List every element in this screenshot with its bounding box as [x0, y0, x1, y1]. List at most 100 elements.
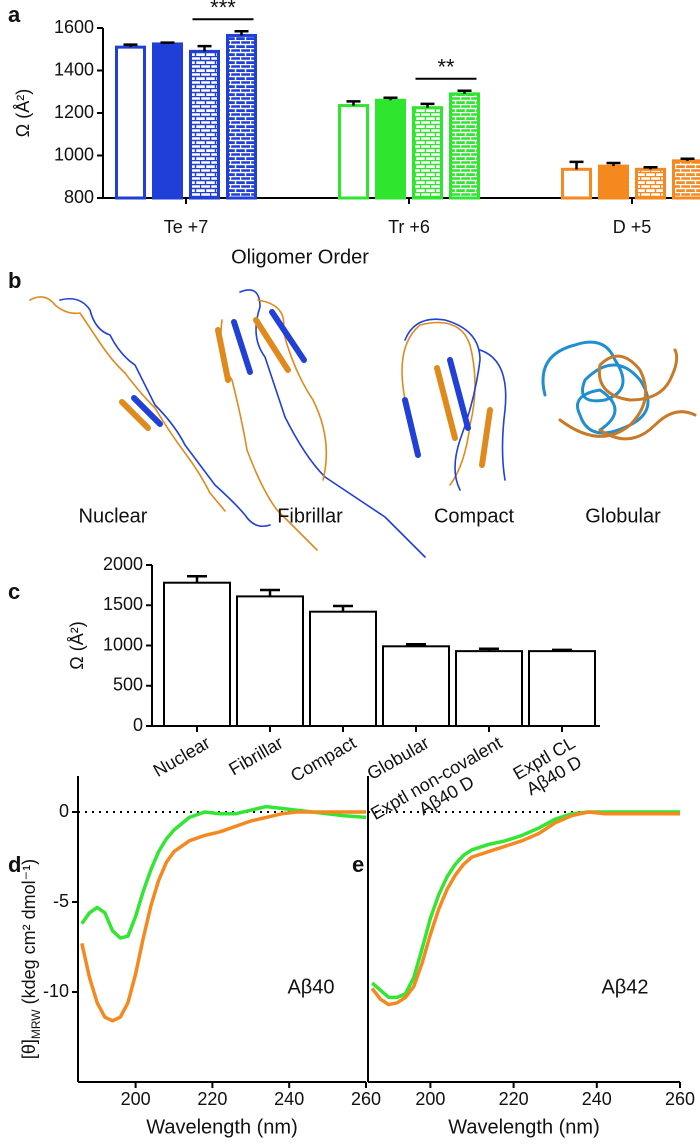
x-tick-label: Fibrillar — [225, 732, 286, 779]
x-tick-label: 220 — [197, 1089, 227, 1109]
compact-structure — [401, 318, 507, 491]
bar — [635, 167, 666, 200]
y-axis-label-part: (kdeg cm² dmol⁻¹) — [19, 859, 39, 1010]
error-bar — [346, 100, 361, 106]
bar — [226, 33, 257, 200]
x-tick-label: 200 — [415, 1089, 445, 1109]
error-bar — [569, 160, 584, 170]
bar — [455, 650, 523, 728]
y-tick-label: -5 — [53, 891, 69, 911]
bar — [561, 167, 592, 200]
panel-label: e — [352, 852, 364, 877]
error-bar — [606, 161, 621, 167]
bar — [236, 595, 304, 728]
bar — [528, 650, 596, 728]
error-bar — [479, 647, 499, 652]
x-tick-label: 200 — [121, 1089, 151, 1109]
y-tick-label: 1000 — [54, 144, 94, 164]
y-axis-label: Ω (Å²) — [13, 89, 33, 137]
panel-label: d — [8, 852, 21, 877]
error-bar — [552, 648, 572, 652]
y-axis-label: Ω (Å²) — [67, 621, 87, 669]
bar — [338, 104, 369, 200]
error-bar — [234, 29, 249, 36]
error-bar — [260, 588, 280, 597]
x-tick-label: Te +7 — [164, 217, 209, 237]
panel-label: b — [8, 268, 21, 293]
y-tick-label: 1400 — [54, 59, 94, 79]
y-tick-label: 1200 — [54, 102, 94, 122]
line-series — [80, 810, 366, 1023]
bar — [382, 645, 450, 727]
error-bar — [123, 43, 138, 48]
bar — [449, 92, 480, 200]
error-bar — [406, 643, 426, 647]
y-tick-label: 1000 — [103, 634, 143, 654]
bar — [115, 45, 146, 200]
bar — [189, 49, 220, 200]
error-bar — [420, 102, 435, 108]
significance-label: ** — [437, 55, 455, 80]
line-series — [80, 804, 367, 940]
x-axis-label: Oligomer Order — [231, 246, 369, 268]
x-tick-label: Tr +6 — [388, 217, 430, 237]
bar — [412, 106, 443, 200]
error-bar — [187, 575, 207, 583]
annotation: Aβ42 — [601, 976, 648, 998]
error-bar — [160, 41, 175, 44]
error-bar — [457, 89, 472, 94]
structure-label: Nuclear — [79, 505, 148, 527]
bar — [309, 610, 377, 727]
x-tick-label: 260 — [665, 1089, 695, 1109]
line-series — [370, 810, 680, 1007]
x-tick-label: 240 — [274, 1089, 304, 1109]
nuclear-structure — [29, 296, 271, 528]
bar — [672, 159, 700, 200]
bar — [375, 98, 406, 200]
x-tick-label-line: Nuclear — [150, 732, 214, 780]
structure-label: Compact — [434, 505, 514, 527]
y-tick-label: 1600 — [54, 17, 94, 37]
bar — [163, 581, 231, 728]
x-tick-label: Exptl CLAβ40 D — [509, 732, 588, 801]
panel-label: a — [8, 2, 21, 27]
x-tick-label: 260 — [351, 1089, 381, 1109]
x-tick-label-line: Compact — [287, 732, 359, 785]
y-axis-label-part: MRW — [29, 1009, 43, 1039]
x-tick-label: 240 — [582, 1089, 612, 1109]
y-tick-label: 500 — [113, 675, 143, 695]
y-axis-label-part: [θ] — [19, 1039, 39, 1059]
y-tick-label: 0 — [59, 801, 69, 821]
x-tick-label-line: Fibrillar — [225, 732, 286, 779]
fibrillar-structure — [215, 289, 426, 558]
x-axis-label: Wavelength (nm) — [448, 1116, 600, 1138]
x-tick-label: Exptl non-covalentAβ40 D — [367, 732, 515, 841]
x-tick-label: Compact — [287, 732, 359, 785]
y-tick-label: 800 — [64, 187, 94, 207]
panel-label: c — [8, 579, 20, 604]
significance-label: *** — [210, 0, 236, 20]
y-tick-label: 1500 — [103, 594, 143, 614]
x-tick-label: D +5 — [613, 217, 652, 237]
y-tick-label: -10 — [43, 981, 69, 1001]
bar — [152, 42, 183, 200]
x-tick-label: 220 — [499, 1089, 529, 1109]
y-tick-label: 2000 — [103, 554, 143, 574]
y-axis-label: [θ]MRW (kdeg cm² dmol⁻¹) — [19, 859, 43, 1059]
y-tick-label: 0 — [133, 715, 143, 735]
error-bar — [643, 165, 658, 170]
error-bar — [680, 157, 695, 161]
error-bar — [333, 604, 353, 612]
annotation: Aβ40 — [287, 976, 334, 998]
bar — [598, 164, 629, 200]
x-axis-label: Wavelength (nm) — [146, 1116, 298, 1138]
x-tick-label: Nuclear — [150, 732, 214, 780]
structure-label: Globular — [585, 505, 661, 527]
error-bar — [197, 44, 212, 52]
error-bar — [383, 96, 398, 101]
globular-structure — [541, 340, 697, 441]
structure-label: Fibrillar — [277, 505, 343, 527]
line-series — [371, 810, 680, 1000]
